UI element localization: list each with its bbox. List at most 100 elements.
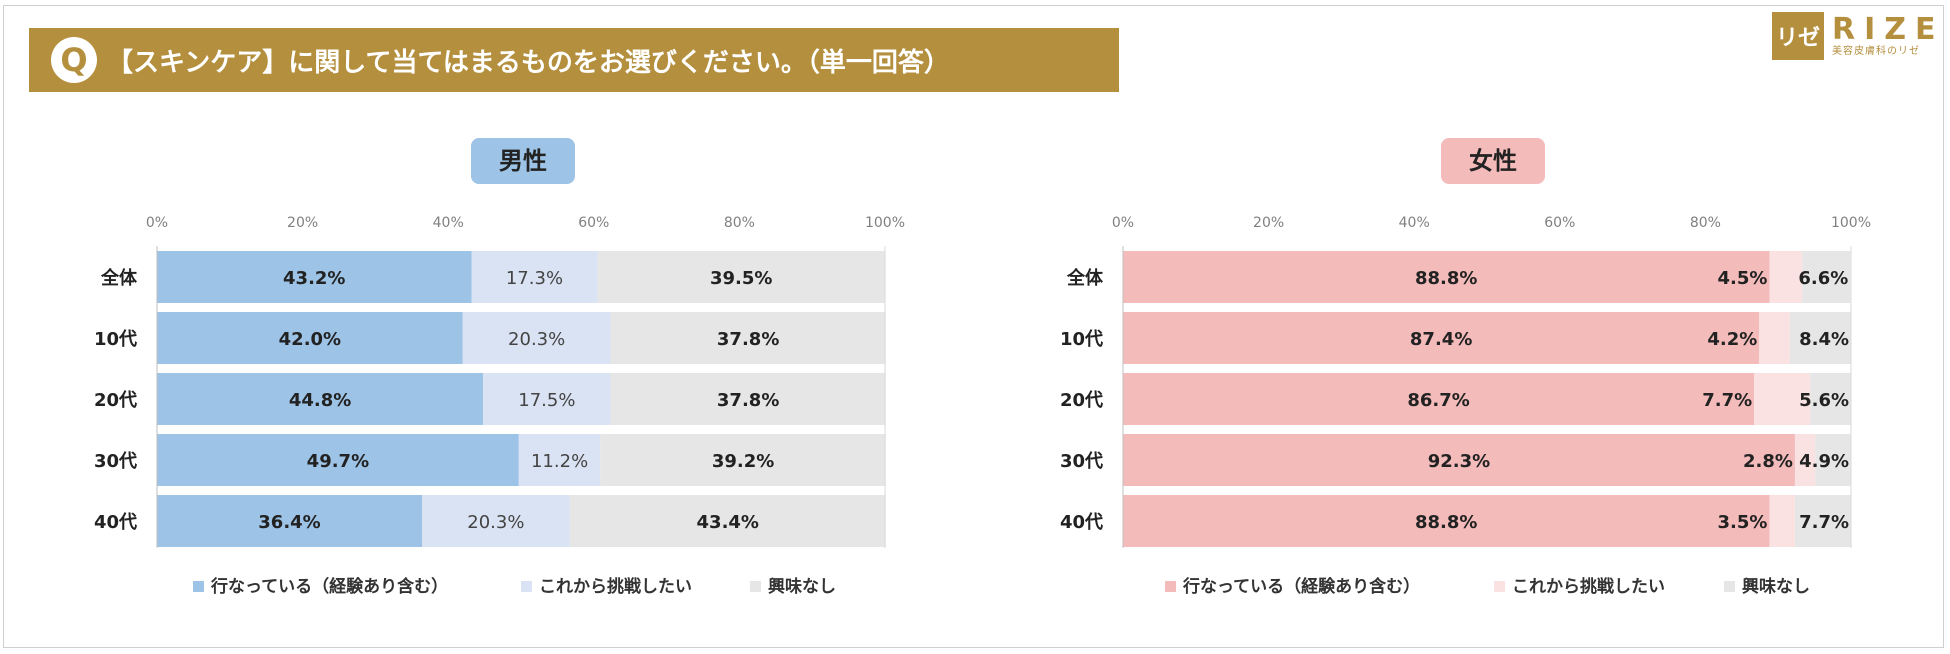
male-category-label: 20代 bbox=[94, 390, 137, 411]
female-bar-10代-s1 bbox=[1759, 312, 1790, 364]
female-bar-全体-s0 bbox=[1123, 251, 1770, 303]
male-title-pill bbox=[471, 138, 575, 184]
question-title-bar: Q 【スキンケア】に関して当てはまるものをお選びください。（単一回答） bbox=[29, 28, 1119, 92]
male-bar-10代-s2 bbox=[610, 312, 886, 364]
male-data-label: 37.8% bbox=[717, 390, 779, 411]
female-legend-label: 興味なし bbox=[1742, 576, 1810, 597]
male-bar-40代-s1 bbox=[421, 495, 570, 547]
male-data-label: 17.3% bbox=[506, 268, 563, 289]
female-data-label: 88.8% bbox=[1415, 268, 1477, 289]
female-legend-label: これから挑戦したい bbox=[1512, 576, 1665, 597]
female-bar-20代-s2 bbox=[1810, 373, 1851, 425]
outer-frame bbox=[3, 5, 1944, 648]
female-data-label: 92.3% bbox=[1428, 451, 1490, 472]
question-badge: Q bbox=[51, 37, 97, 83]
logo-name: RIZE bbox=[1832, 12, 1945, 47]
male-tick-label: 100% bbox=[865, 215, 905, 231]
female-category-label: 10代 bbox=[1060, 329, 1103, 350]
male-legend-swatch bbox=[750, 581, 761, 592]
female-category-label: 全体 bbox=[1066, 267, 1104, 289]
female-data-label: 4.9% bbox=[1799, 451, 1849, 472]
male-tick-label: 20% bbox=[287, 215, 318, 231]
male-data-label: 20.3% bbox=[467, 512, 524, 533]
female-bar-30代-s1 bbox=[1794, 434, 1816, 486]
female-data-label: 87.4% bbox=[1410, 329, 1472, 350]
female-bar-30代-s0 bbox=[1123, 434, 1795, 486]
female-category-label: 20代 bbox=[1060, 390, 1103, 411]
female-data-label: 4.2% bbox=[1707, 329, 1757, 350]
male-data-label: 42.0% bbox=[279, 329, 341, 350]
male-legend-swatch bbox=[521, 581, 532, 592]
female-bar-20代-s1 bbox=[1754, 373, 1811, 425]
male-bar-全体-s2 bbox=[597, 251, 885, 303]
male-data-label: 11.2% bbox=[531, 451, 588, 472]
female-bar-40代-s0 bbox=[1123, 495, 1770, 547]
female-legend-label: 行なっている（経験あり含む） bbox=[1182, 576, 1420, 597]
female-tick-label: 40% bbox=[1399, 215, 1430, 231]
female-data-label: 86.7% bbox=[1407, 390, 1469, 411]
rize-logo: リゼ RIZE 美容皮膚科のリゼ bbox=[1772, 12, 1945, 60]
logo-subtitle: 美容皮膚科のリゼ bbox=[1832, 46, 1920, 57]
male-bar-40代-s2 bbox=[569, 495, 886, 547]
male-legend-label: 行なっている（経験あり含む） bbox=[210, 576, 448, 597]
male-data-label: 17.5% bbox=[518, 390, 575, 411]
female-bar-40代-s1 bbox=[1769, 495, 1795, 547]
male-bar-全体-s0 bbox=[157, 251, 472, 303]
female-bar-20代-s0 bbox=[1123, 373, 1755, 425]
male-data-label: 36.4% bbox=[258, 512, 320, 533]
male-data-label: 43.4% bbox=[697, 512, 759, 533]
male-data-label: 44.8% bbox=[289, 390, 351, 411]
female-title-pill bbox=[1441, 138, 1545, 184]
male-tick-label: 0% bbox=[146, 215, 168, 231]
female-tick-label: 100% bbox=[1831, 215, 1871, 231]
female-bar-40代-s2 bbox=[1794, 495, 1851, 547]
male-data-label: 37.8% bbox=[717, 329, 779, 350]
male-bar-30代-s0 bbox=[157, 434, 519, 486]
male-bar-全体-s1 bbox=[471, 251, 598, 303]
male-legend-label: 興味なし bbox=[768, 576, 836, 597]
female-bar-30代-s2 bbox=[1815, 434, 1851, 486]
female-legend-swatch bbox=[1165, 581, 1176, 592]
male-bar-30代-s2 bbox=[600, 434, 886, 486]
female-legend-swatch bbox=[1724, 581, 1735, 592]
male-bar-10代-s0 bbox=[157, 312, 463, 364]
female-tick-label: 0% bbox=[1112, 215, 1134, 231]
male-data-label: 43.2% bbox=[283, 268, 345, 289]
female-bar-全体-s2 bbox=[1802, 251, 1851, 303]
female-category-label: 40代 bbox=[1060, 512, 1103, 533]
female-data-label: 5.6% bbox=[1799, 390, 1849, 411]
female-data-label: 7.7% bbox=[1799, 512, 1849, 533]
male-category-label: 10代 bbox=[94, 329, 137, 350]
female-data-label: 8.4% bbox=[1799, 329, 1849, 350]
male-bar-10代-s1 bbox=[462, 312, 611, 364]
female-bar-全体-s1 bbox=[1769, 251, 1803, 303]
female-tick-label: 60% bbox=[1544, 215, 1575, 231]
male-bar-20代-s1 bbox=[483, 373, 611, 425]
male-data-label: 20.3% bbox=[508, 329, 565, 350]
female-chart-title: 女性 bbox=[1469, 147, 1517, 175]
female-data-label: 6.6% bbox=[1798, 268, 1848, 289]
male-chart-title: 男性 bbox=[499, 147, 547, 175]
male-legend-swatch bbox=[193, 581, 204, 592]
male-data-label: 39.5% bbox=[710, 268, 772, 289]
female-legend-swatch bbox=[1494, 581, 1505, 592]
female-bar-10代-s0 bbox=[1123, 312, 1760, 364]
female-data-label: 88.8% bbox=[1415, 512, 1477, 533]
female-bar-10代-s2 bbox=[1789, 312, 1851, 364]
female-tick-label: 20% bbox=[1253, 215, 1284, 231]
question-title: 【スキンケア】に関して当てはまるものをお選びください。（単一回答） bbox=[107, 47, 950, 78]
male-tick-label: 40% bbox=[433, 215, 464, 231]
male-legend-label: これから挑戦したい bbox=[539, 576, 692, 597]
female-category-label: 30代 bbox=[1060, 451, 1103, 472]
male-category-label: 40代 bbox=[94, 512, 137, 533]
male-bar-30代-s1 bbox=[518, 434, 601, 486]
male-bar-20代-s2 bbox=[610, 373, 886, 425]
logo-mark: リゼ bbox=[1772, 12, 1824, 60]
male-data-label: 39.2% bbox=[712, 451, 774, 472]
female-data-label: 3.5% bbox=[1718, 512, 1768, 533]
male-bar-40代-s0 bbox=[157, 495, 422, 547]
male-category-label: 30代 bbox=[94, 451, 137, 472]
male-tick-label: 60% bbox=[578, 215, 609, 231]
female-data-label: 7.7% bbox=[1702, 390, 1752, 411]
